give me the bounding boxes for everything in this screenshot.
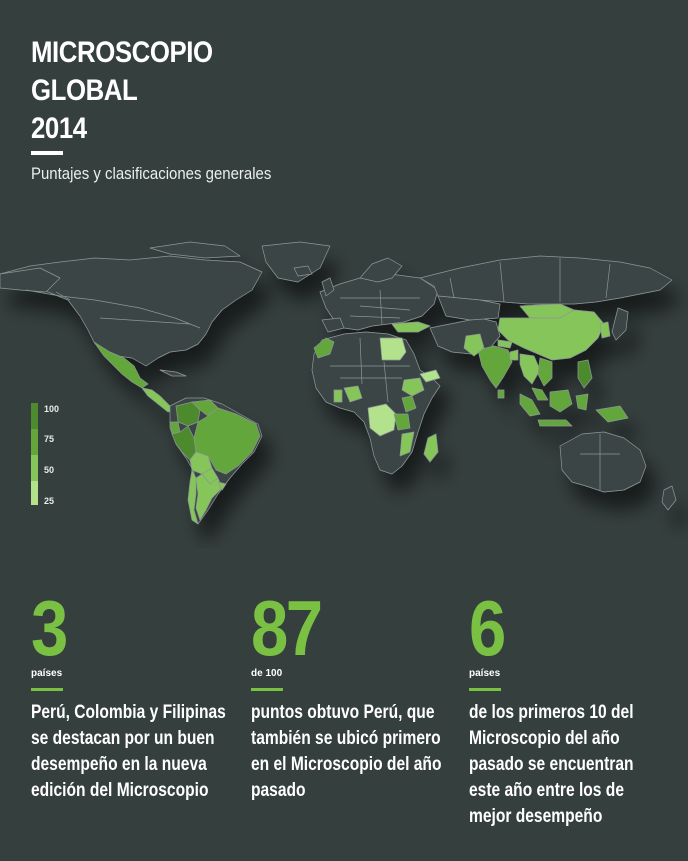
mexico: [93, 341, 149, 389]
legend-swatch-100: [31, 403, 38, 429]
sri-lanka: [497, 389, 505, 399]
legend-label-75: 75: [44, 434, 55, 444]
morocco: [313, 337, 335, 359]
legend-swatch-75: [31, 429, 38, 455]
uk: [321, 277, 335, 297]
page-title: MICROSCOPIO GLOBAL 2014: [31, 34, 213, 148]
mozambique: [399, 431, 415, 457]
title-line-3: 2014: [31, 112, 87, 145]
indonesia-sumatra: [519, 393, 541, 417]
russia: [419, 255, 673, 305]
japan: [611, 307, 629, 341]
stat-desc-line: Perú, Colombia y Filipinas: [31, 702, 226, 723]
indonesia-borneo: [549, 389, 573, 413]
pakistan: [463, 333, 485, 357]
stat-block-2: 87 de 100 puntos obtuvo Perú, que tambié…: [251, 588, 483, 804]
legend-swatch-50: [31, 455, 38, 481]
india: [477, 345, 513, 389]
ethiopia: [401, 377, 425, 397]
legend-label-25: 25: [44, 496, 55, 506]
yemen: [419, 369, 441, 383]
vietnam-cambodia: [537, 357, 553, 387]
malaysia: [531, 387, 549, 401]
australia: [559, 431, 647, 493]
stat-desc-line: este año entre los de: [469, 780, 624, 801]
chile: [187, 469, 199, 525]
scandinavia: [359, 257, 403, 283]
stat-desc-line: también se ubicó primero: [251, 728, 441, 749]
greenland: [261, 241, 331, 283]
stat-unit: países: [469, 668, 501, 679]
title-line-2: GLOBAL: [31, 74, 138, 107]
stat-divider: [31, 688, 63, 691]
central-america: [141, 387, 175, 413]
china: [497, 309, 605, 361]
argentina: [195, 473, 223, 521]
legend-label-50: 50: [44, 465, 55, 475]
title-divider: [31, 151, 63, 155]
stat-number: 3: [31, 584, 68, 672]
map-legend: 100 75 50 25: [31, 403, 91, 506]
stat-desc-line: pasado se encuentran: [469, 754, 634, 775]
new-zealand: [661, 485, 677, 511]
title-line-1: MICROSCOPIO: [31, 36, 213, 69]
stat-unit: de 100: [251, 668, 283, 679]
nigeria: [343, 385, 363, 403]
stat-divider: [251, 688, 283, 691]
myanmar-thailand: [519, 353, 541, 385]
korea: [599, 321, 611, 339]
egypt: [379, 337, 407, 361]
stat-block-3: 6 países de los primeros 10 del Microsco…: [469, 588, 670, 830]
stat-number: 87: [251, 584, 323, 672]
tanzania: [393, 413, 411, 431]
page-subtitle: Puntajes y clasificaciones generales: [31, 164, 272, 183]
iceland: [293, 265, 313, 277]
stat-description: de los primeros 10 del Microscopio del a…: [469, 700, 634, 830]
stat-desc-line: en el Microscopio del año: [251, 754, 442, 775]
dr-congo: [367, 403, 397, 437]
stat-number: 6: [469, 584, 506, 672]
stat-description: puntos obtuvo Perú, que también se ubicó…: [251, 700, 441, 804]
kazakhstan: [437, 295, 501, 321]
stat-description: Perú, Colombia y Filipinas se destacan p…: [31, 700, 226, 804]
stat-desc-line: se destacan por un buen: [31, 728, 215, 749]
north-america: [0, 255, 263, 367]
stat-desc-line: pasado: [251, 780, 306, 801]
kenya: [401, 395, 417, 413]
madagascar: [423, 433, 439, 463]
stat-desc-line: Microscopio del año: [469, 728, 620, 749]
papua: [595, 405, 629, 423]
legend-label-100: 100: [44, 404, 60, 414]
stat-desc-line: desempeño en la nueva: [31, 754, 207, 775]
nepal: [497, 339, 513, 349]
indonesia-sulawesi: [575, 393, 589, 411]
stat-desc-line: edición del Microscopio: [31, 780, 209, 801]
stat-desc-line: mejor desempeño: [469, 806, 603, 827]
uruguay: [217, 481, 227, 491]
alaska: [0, 267, 61, 293]
philippines: [577, 359, 593, 389]
stat-desc-line: puntos obtuvo Perú, que: [251, 702, 435, 723]
indonesia-java: [537, 419, 573, 427]
stat-block-1: 3 países Perú, Colombia y Filipinas se d…: [31, 588, 269, 804]
stat-divider: [469, 688, 501, 691]
ghana: [333, 389, 343, 403]
bangladesh: [509, 349, 519, 361]
turkey: [391, 321, 431, 333]
spain: [321, 317, 345, 333]
canada-arctic-islands: [149, 241, 241, 259]
africa: [311, 331, 441, 475]
legend-swatch-25: [31, 481, 38, 505]
stat-unit: países: [31, 668, 63, 679]
world-map: [0, 241, 677, 525]
cuba: [159, 369, 187, 377]
stat-desc-line: de los primeros 10 del: [469, 702, 634, 723]
